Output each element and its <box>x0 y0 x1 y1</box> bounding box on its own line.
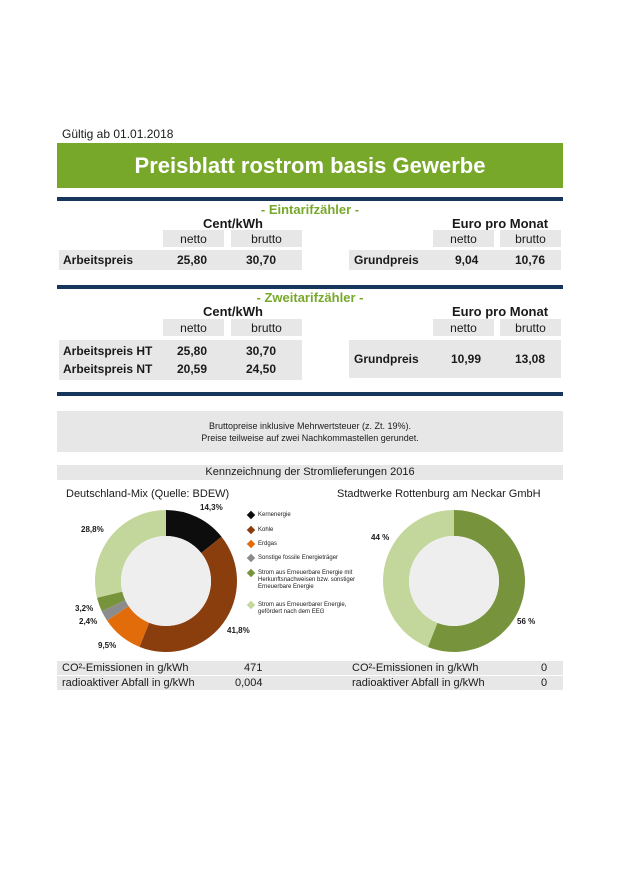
pie-label-kohle: 41,8% <box>227 626 250 635</box>
arbeitspreis-ht-brutto: 30,70 <box>246 344 277 358</box>
kennzeichnung-title: Kennzeichnung der Stromlieferungen 2016 <box>57 465 563 480</box>
de-co2-value: 471 <box>244 662 263 674</box>
arbeitspreis-nt-brutto: 24,50 <box>246 362 277 376</box>
de-co2-label: CO²-Emissionen in g/kWh <box>62 662 189 674</box>
section-divider <box>57 197 563 201</box>
legend-marker <box>246 510 256 520</box>
legend-item: Erdgas <box>246 539 278 549</box>
netto-header: netto <box>433 230 494 247</box>
legend-label: Kohle <box>258 527 274 533</box>
brutto-header: brutto <box>500 319 561 336</box>
donut-slice <box>427 510 526 652</box>
legend-label: Erdgas <box>258 541 278 547</box>
brutto-header: brutto <box>231 319 302 336</box>
brutto-header: brutto <box>500 230 561 247</box>
donut-hole <box>121 536 211 626</box>
arbeitspreis-label: Arbeitspreis <box>63 253 134 267</box>
tax-note-line: Bruttopreise inklusive Mehrwertsteuer (z… <box>208 420 412 431</box>
legend-label: Strom aus Erneuerbarer Energie, geförder… <box>258 602 347 615</box>
grundpreis-brutto: 10,76 <box>515 253 546 267</box>
legend-item: Kernenergie <box>246 510 291 520</box>
section-divider <box>57 285 563 289</box>
arbeitspreis-ht-netto: 25,80 <box>177 344 208 358</box>
euro-month-header: Euro pro Monat <box>452 304 549 319</box>
de-waste-label: radioaktiver Abfall in g/kWh <box>62 677 195 689</box>
emissions-row-band <box>57 676 563 690</box>
legend-item: Sonstige fossile Energieträger <box>246 553 339 563</box>
netto-header: netto <box>163 319 224 336</box>
sw-mix-title: Stadtwerke Rottenburg am Neckar GmbH <box>337 488 541 500</box>
donut-slice <box>166 510 222 553</box>
legend-marker <box>246 553 256 563</box>
sw-mix-donut <box>383 510 526 652</box>
legend-marker <box>246 600 256 610</box>
netto-header: netto <box>433 319 494 336</box>
pie-label-sw-eeg: 44 % <box>371 533 390 542</box>
arbeitspreis-nt-netto: 20,59 <box>177 362 208 376</box>
legend-marker <box>246 568 256 578</box>
donut-slice <box>97 591 126 612</box>
donut-slice <box>101 600 129 621</box>
pie-label-kernenergie: 14,3% <box>200 503 223 512</box>
netto-header: netto <box>163 230 224 247</box>
emissions-row-band <box>57 661 563 675</box>
arbeitspreis-row <box>59 250 302 270</box>
de-mix-donut <box>94 509 238 653</box>
donut-hole <box>409 536 499 626</box>
brutto-header: brutto <box>231 230 302 247</box>
legend-label: Kernenergie <box>258 512 291 518</box>
pie-label-sw-ee: 56 % <box>517 617 536 626</box>
cent-kwh-header: Cent/kWh <box>203 216 263 231</box>
legend-label: Strom aus Erneuerbare Energie mit Herkun… <box>258 570 356 590</box>
legend-label: Sonstige fossile Energieträger <box>258 555 339 561</box>
de-waste-value: 0,004 <box>235 677 263 689</box>
de-mix-title: Deutschland-Mix (Quelle: BDEW) <box>66 488 230 500</box>
zweitarif-heading: - Zweitarifzähler - <box>256 290 364 305</box>
eintarif-heading: - Eintarifzähler - <box>260 202 360 217</box>
cent-kwh-header: Cent/kWh <box>203 304 263 319</box>
donut-slice <box>94 509 166 598</box>
grundpreis-netto: 9,04 <box>455 253 479 267</box>
legend-item: Strom aus Erneuerbare Energie mit Herkun… <box>246 568 358 591</box>
legend-item: Kohle <box>246 525 274 535</box>
page-title: Preisblatt rostrom basis Gewerbe <box>57 143 563 188</box>
grundpreis-row <box>349 340 561 378</box>
grundpreis-label: Grundpreis <box>354 352 419 366</box>
donut-slice <box>139 536 238 653</box>
grundpreis-brutto: 13,08 <box>515 352 546 366</box>
legend-marker <box>246 539 256 549</box>
arbeitspreis-netto: 25,80 <box>177 253 208 267</box>
pie-label-sonstige: 2,4% <box>79 617 98 626</box>
grundpreis-netto: 10,99 <box>451 352 482 366</box>
sw-waste-value: 0 <box>541 677 548 689</box>
legend-marker <box>246 525 256 535</box>
section-divider <box>57 392 563 396</box>
valid-from-date: Gültig ab 01.01.2018 <box>62 127 174 141</box>
tax-note: Bruttopreise inklusive Mehrwertsteuer (z… <box>57 411 563 452</box>
sw-co2-value: 0 <box>541 662 548 674</box>
legend-item: Strom aus Erneuerbarer Energie, geförder… <box>246 600 358 616</box>
sw-co2-label: CO²-Emissionen in g/kWh <box>352 662 479 674</box>
donut-slice <box>107 606 150 647</box>
grundpreis-row <box>349 250 561 270</box>
euro-month-header: Euro pro Monat <box>452 216 549 231</box>
sw-waste-label: radioaktiver Abfall in g/kWh <box>352 677 485 689</box>
pie-label-erdgas: 9,5% <box>98 641 117 650</box>
arbeitspreis-nt-label: Arbeitspreis NT <box>63 362 153 376</box>
arbeitspreis-brutto: 30,70 <box>246 253 277 267</box>
pie-label-eeg: 28,8% <box>81 525 104 534</box>
arbeitspreis-rows <box>59 340 302 380</box>
pie-label-ee-herkunft: 3,2% <box>75 604 94 613</box>
grundpreis-label: Grundpreis <box>354 253 419 267</box>
donut-slice <box>383 510 454 648</box>
rounding-note-line: Preise teilweise auf zwei Nachkommastell… <box>201 432 419 443</box>
arbeitspreis-ht-label: Arbeitspreis HT <box>63 344 153 358</box>
